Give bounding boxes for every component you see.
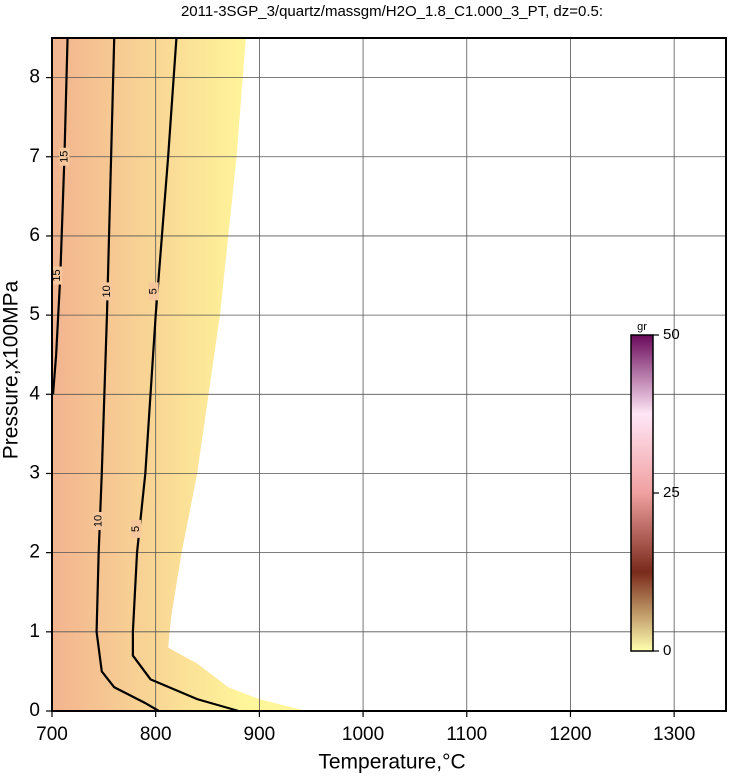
y-tick-label: 4 xyxy=(29,383,40,404)
contour-label: 10 xyxy=(93,515,105,527)
contour-label: 15 xyxy=(58,151,70,163)
x-tick-label: 900 xyxy=(244,724,276,745)
x-tick-label: 1000 xyxy=(342,724,384,745)
contour-label: 10 xyxy=(101,285,113,297)
contour-label-bg xyxy=(130,519,141,538)
y-tick-label: 0 xyxy=(29,700,40,721)
x-tick-label: 1100 xyxy=(446,724,487,745)
colorbar-tick-label: 25 xyxy=(663,484,680,501)
y-tick-label: 5 xyxy=(29,304,40,325)
x-axis-label: Temperature,°C xyxy=(318,751,465,774)
contour-label: 5 xyxy=(148,288,160,294)
chart-title: 2011-3SGP_3/quartz/massgm/H2O_1.8_C1.000… xyxy=(181,3,603,20)
y-tick-label: 8 xyxy=(29,67,40,88)
contour-line xyxy=(95,37,160,712)
y-tick-label: 7 xyxy=(29,146,40,167)
y-tick-label: 3 xyxy=(29,462,40,483)
plot-frame xyxy=(51,37,727,712)
contour-label-bg xyxy=(148,282,159,301)
contour-label: 15 xyxy=(51,269,63,281)
contour-label-bg xyxy=(59,147,70,166)
data-region xyxy=(52,38,307,711)
colorbar-tick-label: 50 xyxy=(663,326,680,343)
y-axis-label: Pressure,x100MPa xyxy=(0,280,23,459)
y-tick-label: 1 xyxy=(29,621,40,642)
y-tick-label: 2 xyxy=(29,542,40,563)
x-tick-label: 1200 xyxy=(549,724,591,745)
contour-label-bg xyxy=(101,282,112,301)
y-tick-label: 6 xyxy=(29,225,40,246)
colorbar-tick-label: 0 xyxy=(663,642,671,659)
contour-label-bg xyxy=(93,511,104,530)
contour-label: 5 xyxy=(130,526,142,532)
contour-label-bg xyxy=(52,266,63,285)
contour-line xyxy=(131,37,239,713)
x-tick-label: 700 xyxy=(36,724,68,745)
colorbar xyxy=(630,334,654,652)
x-tick-label: 800 xyxy=(140,724,172,745)
x-tick-label: 1300 xyxy=(653,724,695,745)
colorbar-label: gr xyxy=(637,321,647,333)
